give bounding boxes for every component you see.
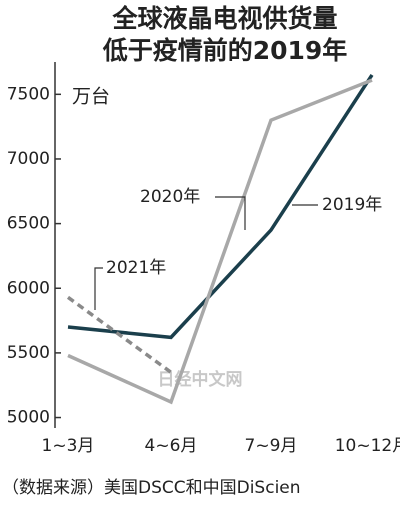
y-tick-label: 6000 <box>7 278 50 298</box>
unit-label: 万台 <box>72 86 110 108</box>
series-line <box>67 78 373 405</box>
chart-title: 全球液晶电视供货量 <box>111 4 337 33</box>
series-label: 2019年 <box>322 195 382 215</box>
x-tick-label: 7~9月 <box>245 436 298 456</box>
x-tick-label: 4~6月 <box>145 436 198 456</box>
series-line <box>66 295 173 374</box>
leader-line <box>94 267 103 310</box>
leader-line <box>215 196 246 230</box>
y-tick-label: 7500 <box>7 84 50 104</box>
x-tick-label: 10~12月 <box>335 436 400 456</box>
series-label: 2020年 <box>140 187 200 207</box>
y-tick-label: 7000 <box>7 149 50 169</box>
y-tick-label: 5000 <box>7 408 50 428</box>
series-label: 2021年 <box>106 258 166 278</box>
x-tick-label: 1~3月 <box>42 436 95 456</box>
chart-title: 低于疫情前的2019年 <box>102 36 348 65</box>
y-tick-label: 5500 <box>7 343 50 363</box>
y-tick-label: 6500 <box>7 214 50 234</box>
series-line <box>67 73 374 340</box>
source-note: （数据来源）美国DSCC和中国DiScien <box>2 478 301 498</box>
